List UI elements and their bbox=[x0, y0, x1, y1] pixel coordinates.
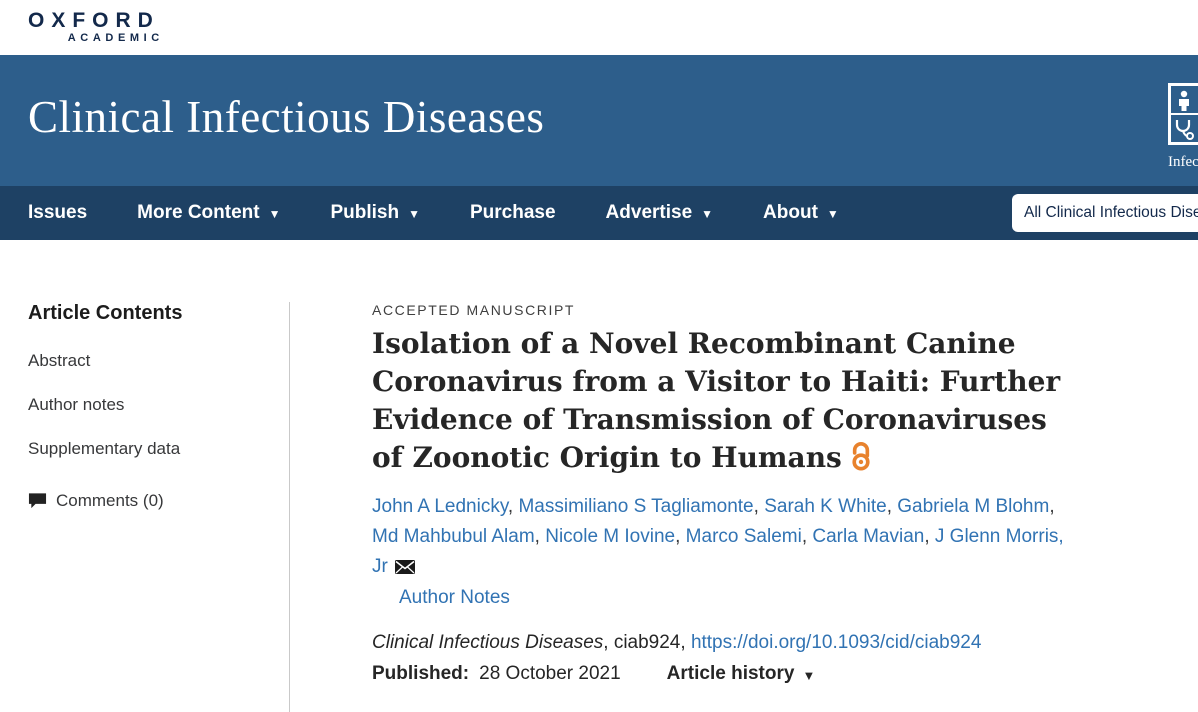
nav-item-publish[interactable]: Publish ▼ bbox=[330, 202, 420, 224]
nav-item-label: About bbox=[763, 202, 818, 223]
nav-item-label: Issues bbox=[28, 202, 88, 223]
journal-cover-caption: Infectious Diseases bbox=[1168, 154, 1198, 170]
journal-cover-image: Infectious Diseases bbox=[1168, 83, 1198, 171]
nav-item-about[interactable]: About ▼ bbox=[763, 202, 839, 224]
article-history-toggle[interactable]: Article history ▼ bbox=[667, 663, 816, 685]
sidebar-item-supplementary-data[interactable]: Supplementary data bbox=[28, 439, 181, 458]
sidebar-item-comments[interactable]: Comments (0) bbox=[28, 491, 289, 511]
journal-filter-dropdown[interactable]: All Clinical Infectious Disea ▼ bbox=[1012, 194, 1198, 232]
citation-article-id: , ciab924, bbox=[603, 632, 691, 653]
nav-item-more-content[interactable]: More Content ▼ bbox=[137, 202, 280, 224]
open-access-icon bbox=[850, 442, 872, 481]
author-separator: , bbox=[801, 526, 813, 547]
chevron-down-icon: ▼ bbox=[826, 207, 839, 221]
chevron-down-icon: ▼ bbox=[802, 667, 816, 683]
author-separator: , bbox=[886, 496, 898, 517]
email-envelope-icon[interactable] bbox=[394, 554, 415, 584]
author-link[interactable]: Nicole M Iovine bbox=[545, 526, 676, 547]
author-link[interactable]: J Glenn Morris, Jr bbox=[372, 526, 1064, 577]
author-link[interactable]: Massimiliano S Tagliamonte bbox=[518, 496, 754, 517]
author-notes-link[interactable]: Author Notes bbox=[399, 587, 510, 608]
author-link[interactable]: Sarah K White bbox=[764, 496, 887, 517]
sidebar-item-abstract[interactable]: Abstract bbox=[28, 351, 91, 370]
author-link[interactable]: John A Lednicky bbox=[372, 496, 508, 517]
author-link[interactable]: Gabriela M Blohm bbox=[897, 496, 1050, 517]
authors-paragraph: John A Lednicky, Massimiliano S Tagliamo… bbox=[372, 492, 1077, 584]
chevron-down-icon: ▼ bbox=[408, 207, 420, 221]
nav-item-label: Purchase bbox=[470, 202, 556, 223]
citation-line: Clinical Infectious Diseases, ciab924, h… bbox=[372, 632, 1077, 654]
journal-title[interactable]: Clinical Infectious Diseases bbox=[28, 92, 545, 142]
author-link[interactable]: Carla Mavian bbox=[812, 526, 925, 547]
nav-item-purchase[interactable]: Purchase bbox=[470, 202, 556, 224]
author-link[interactable]: Marco Salemi bbox=[685, 526, 802, 547]
author-separator: , bbox=[507, 496, 519, 517]
sidebar-item-author-notes[interactable]: Author notes bbox=[28, 395, 125, 414]
oxford-academic-logo[interactable]: OXFORD ACADEMIC bbox=[28, 10, 160, 45]
author-separator: , bbox=[1049, 496, 1055, 517]
author-separator: , bbox=[924, 526, 935, 547]
journal-banner: Clinical Infectious Diseases Infectious … bbox=[0, 55, 1198, 186]
page-content: Article Contents Abstract Author notes S… bbox=[0, 240, 1198, 712]
nav-item-issues[interactable]: Issues bbox=[28, 202, 87, 224]
comment-bubble-icon bbox=[28, 493, 47, 509]
nav-item-label: More Content bbox=[137, 202, 260, 223]
article-title-text: Isolation of a Novel Recombinant Canine … bbox=[372, 327, 1061, 474]
journal-cover-grid-icon bbox=[1168, 83, 1198, 145]
accepted-manuscript-badge: ACCEPTED MANUSCRIPT bbox=[372, 302, 576, 318]
author-separator: , bbox=[534, 526, 546, 547]
logo-oxford-text: OXFORD bbox=[28, 9, 160, 32]
article-title: Isolation of a Novel Recombinant Canine … bbox=[372, 325, 1077, 481]
authors-line: John A Lednicky, Massimiliano S Tagliamo… bbox=[372, 496, 1064, 577]
sidebar-heading: Article Contents bbox=[28, 302, 183, 324]
journal-filter-value: All Clinical Infectious Disea bbox=[1024, 204, 1198, 221]
nav-item-label: Advertise bbox=[605, 202, 693, 223]
article-contents-sidebar: Article Contents Abstract Author notes S… bbox=[0, 302, 290, 712]
author-notes-link-wrap: Author Notes bbox=[372, 587, 1077, 609]
published-date: 28 October 2021 bbox=[479, 663, 621, 684]
nav-item-advertise[interactable]: Advertise ▼ bbox=[606, 202, 714, 224]
chevron-down-icon: ▼ bbox=[268, 207, 281, 221]
main-nav: Issues More Content ▼ Publish ▼ Purchase… bbox=[0, 186, 1198, 240]
article-main: ACCEPTED MANUSCRIPT Isolation of a Novel… bbox=[372, 240, 1196, 712]
doi-link[interactable]: https://doi.org/10.1093/cid/ciab924 bbox=[690, 632, 982, 653]
author-separator: , bbox=[675, 526, 686, 547]
comments-label: Comments (0) bbox=[56, 491, 164, 510]
published-label: Published: bbox=[372, 663, 470, 684]
nav-item-label: Publish bbox=[330, 202, 400, 223]
chevron-down-icon: ▼ bbox=[701, 207, 714, 221]
citation-journal-name: Clinical Infectious Diseases bbox=[372, 632, 604, 653]
published-line: Published: 28 October 2021 Article histo… bbox=[372, 663, 1077, 685]
top-bar: OXFORD ACADEMIC bbox=[0, 0, 1198, 55]
author-link[interactable]: Md Mahbubul Alam bbox=[372, 526, 535, 547]
logo-academic-text: ACADEMIC bbox=[67, 32, 164, 44]
author-separator: , bbox=[753, 496, 765, 517]
article-history-label: Article history bbox=[666, 663, 795, 684]
